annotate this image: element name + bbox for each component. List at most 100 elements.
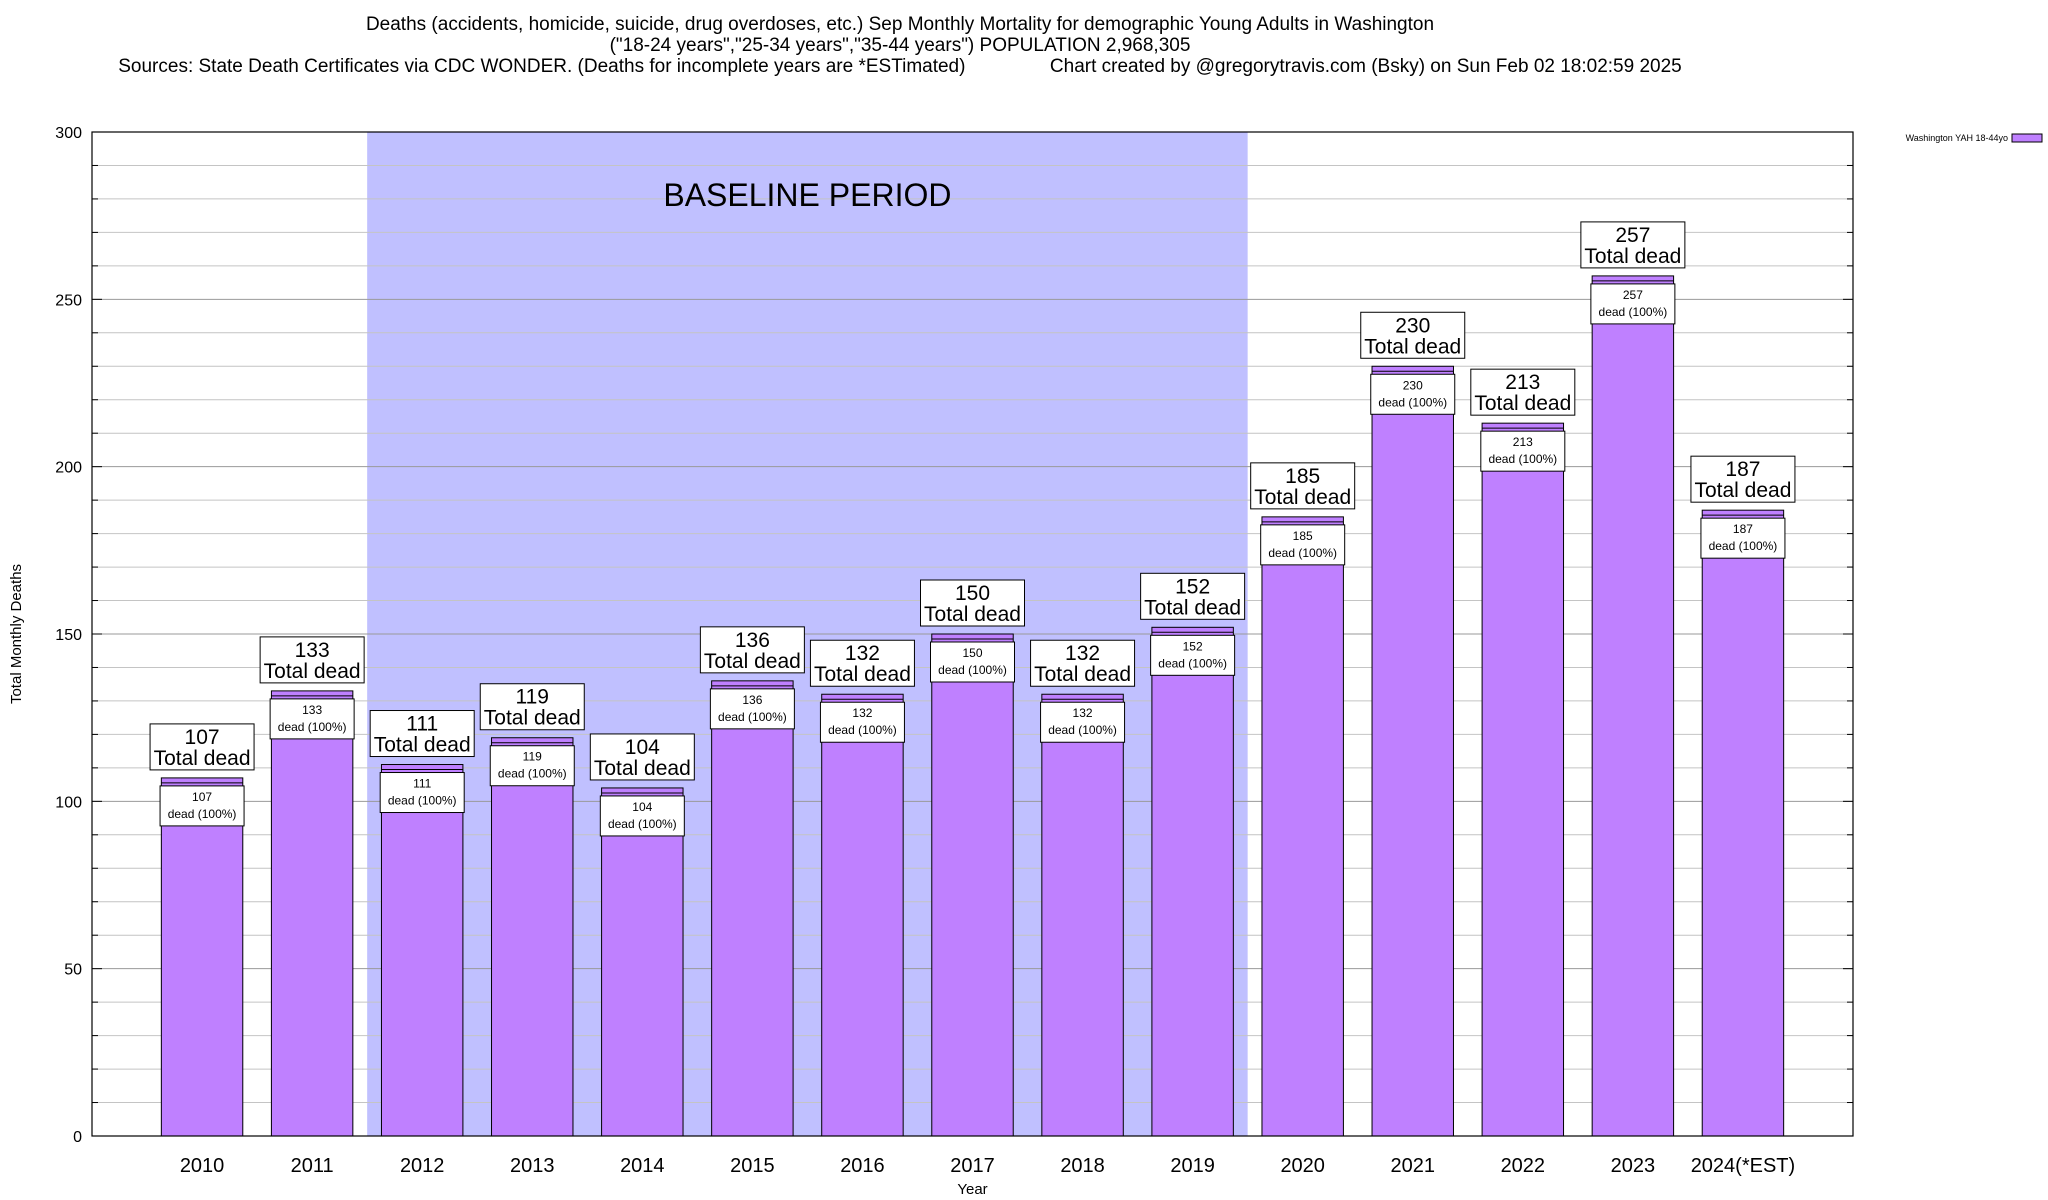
y-axis-title: Total Monthly Deaths <box>8 564 25 704</box>
top-suffix-label: Total dead <box>1694 479 1791 502</box>
top-label-box <box>1250 462 1356 510</box>
inner-suffix-label: dead (100%) <box>388 794 457 808</box>
chart-title-line-1: Deaths (accidents, homicide, suicide, dr… <box>365 14 1435 35</box>
x-tick-label: 2022 <box>1501 1155 1546 1177</box>
legend-label: Washington YAH 18-44yo <box>1906 133 2008 143</box>
inner-label-box <box>269 698 355 740</box>
inner-label-box <box>930 641 1015 683</box>
inner-suffix-label: dead (100%) <box>1158 656 1227 670</box>
top-label-box <box>369 710 475 758</box>
top-label-box <box>809 639 915 687</box>
top-value-label: 150 <box>955 582 990 605</box>
top-suffix-label: Total dead <box>1584 245 1681 268</box>
top-label-box <box>1360 311 1466 359</box>
inner-value-label: 257 <box>1623 288 1643 302</box>
inner-value-label: 187 <box>1733 522 1753 536</box>
top-label-box <box>1580 221 1686 269</box>
inner-value-label: 107 <box>192 790 212 804</box>
inner-value-label: 111 <box>413 777 432 791</box>
top-label-box <box>1690 455 1796 503</box>
bar <box>711 680 794 1137</box>
inner-value-label: 213 <box>1513 435 1533 449</box>
inner-value-label: 150 <box>962 646 982 660</box>
inner-value-label: 132 <box>852 706 872 720</box>
top-suffix-label: Total dead <box>154 747 251 770</box>
inner-value-label: 104 <box>632 800 652 814</box>
inner-label-box <box>1700 517 1786 559</box>
top-suffix-label: Total dead <box>264 660 361 683</box>
top-label-box <box>1140 572 1246 620</box>
top-suffix-label: Total dead <box>374 734 471 757</box>
inner-suffix-label: dead (100%) <box>1048 723 1117 737</box>
inner-suffix-label: dead (100%) <box>168 807 237 821</box>
top-suffix-label: Total dead <box>484 707 581 730</box>
x-tick-label: 2013 <box>510 1155 555 1177</box>
inner-suffix-label: dead (100%) <box>1378 395 1447 409</box>
x-tick-label: 2021 <box>1391 1155 1436 1177</box>
inner-value-label: 230 <box>1403 378 1423 392</box>
inner-suffix-label: dead (100%) <box>828 723 897 737</box>
plot-frame <box>91 131 1854 1137</box>
bar <box>1591 275 1675 1137</box>
chart-title-line-2: ("18-24 years","25-34 years","35-44 year… <box>609 35 1191 56</box>
bar <box>491 737 574 1137</box>
top-value-label: 185 <box>1285 465 1320 488</box>
top-value-label: 104 <box>625 736 660 759</box>
bar <box>821 693 904 1137</box>
inner-value-label: 152 <box>1183 639 1203 653</box>
x-tick-label: 2012 <box>400 1155 445 1177</box>
bar <box>270 690 354 1137</box>
top-suffix-label: Total dead <box>1474 392 1571 415</box>
y-tick-label: 200 <box>55 460 82 477</box>
x-tick-label: 2016 <box>840 1155 885 1177</box>
top-suffix-label: Total dead <box>594 757 691 780</box>
x-tick-label: 2023 <box>1611 1155 1656 1177</box>
top-value-label: 230 <box>1395 314 1430 337</box>
inner-label-box <box>819 701 905 743</box>
bar <box>1261 516 1344 1137</box>
inner-suffix-label: dead (100%) <box>1709 539 1778 553</box>
inner-suffix-label: dead (100%) <box>608 817 677 831</box>
inner-suffix-label: dead (100%) <box>278 720 347 734</box>
inner-value-label: 185 <box>1293 529 1313 543</box>
inner-label-box <box>1480 430 1566 472</box>
top-value-label: 152 <box>1175 575 1210 598</box>
bar <box>380 764 464 1137</box>
top-label-box <box>920 579 1025 627</box>
x-tick-label: 2018 <box>1060 1155 1105 1177</box>
x-tick-label: 2017 <box>950 1155 995 1177</box>
bar <box>601 787 684 1137</box>
inner-label-box <box>1590 283 1676 325</box>
x-tick-label: 2015 <box>730 1155 775 1177</box>
x-tick-label: 2024(*EST) <box>1691 1155 1796 1177</box>
inner-suffix-label: dead (100%) <box>498 767 567 781</box>
x-tick-label: 2010 <box>180 1155 225 1177</box>
inner-value-label: 136 <box>742 693 762 707</box>
top-value-label: 136 <box>735 629 770 652</box>
inner-suffix-label: dead (100%) <box>718 710 787 724</box>
top-value-label: 132 <box>845 642 880 665</box>
bar <box>160 777 244 1137</box>
inner-suffix-label: dead (100%) <box>938 663 1007 677</box>
inner-label-box <box>159 785 245 827</box>
top-value-label: 132 <box>1065 642 1100 665</box>
y-tick-label: 250 <box>55 292 82 309</box>
y-tick-label: 300 <box>55 125 82 142</box>
inner-suffix-label: dead (100%) <box>1599 305 1668 319</box>
inner-label-box <box>379 772 465 814</box>
inner-value-label: 133 <box>302 703 322 717</box>
inner-label-box <box>1150 634 1236 676</box>
x-tick-label: 2019 <box>1170 1155 1215 1177</box>
top-suffix-label: Total dead <box>924 603 1021 626</box>
top-suffix-label: Total dead <box>1144 596 1241 619</box>
x-tick-label: 2011 <box>291 1155 334 1177</box>
top-label-box <box>589 733 695 781</box>
y-tick-label: 100 <box>55 794 82 811</box>
inner-label-box <box>709 688 795 730</box>
bar <box>1481 422 1565 1137</box>
baseline-period-label: BASELINE PERIOD <box>663 177 951 213</box>
top-label-box <box>699 626 805 674</box>
x-tick-label: 2014 <box>620 1155 665 1177</box>
top-value-label: 111 <box>406 713 438 736</box>
